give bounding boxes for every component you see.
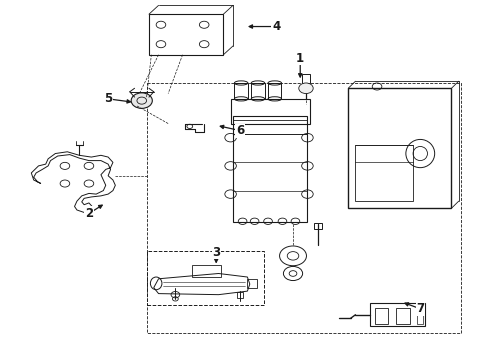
Bar [375,308,388,324]
Bar [149,14,223,55]
Bar [192,265,221,277]
Text: 1: 1 [296,52,304,65]
Bar [147,251,264,305]
Bar [302,74,310,83]
Bar [247,279,257,288]
Bar [268,83,281,99]
Bar [355,145,413,201]
Bar [237,292,243,298]
Text: 6: 6 [236,124,245,137]
Text: 2: 2 [85,207,93,220]
Ellipse shape [299,83,313,94]
Bar [314,223,322,229]
Bar [417,308,423,324]
Bar [370,303,425,327]
Bar [251,83,265,99]
Ellipse shape [131,93,152,108]
Text: 4: 4 [272,20,280,33]
Bar [348,88,451,208]
Text: 5: 5 [104,93,112,105]
Bar [396,308,410,324]
Text: 3: 3 [212,246,220,259]
Bar [234,83,248,99]
Bar [231,99,310,123]
Text: 7: 7 [416,302,424,315]
Bar [233,120,307,134]
Bar [233,117,307,222]
